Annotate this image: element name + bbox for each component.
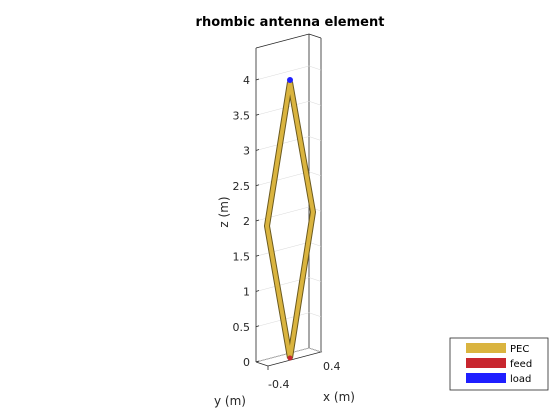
- z-tick-label: 3: [243, 145, 250, 158]
- z-tick-label: 0: [243, 356, 250, 369]
- pec-conductor-fill: [264, 81, 316, 359]
- z-tick-label: 3.5: [233, 109, 251, 122]
- legend-label-PEC: PEC: [510, 344, 529, 355]
- grid-line: [308, 171, 322, 177]
- grid-line: [255, 171, 310, 187]
- grid-line: [255, 241, 310, 257]
- legend-swatch-load: [466, 373, 506, 383]
- z-tick-mark: [255, 325, 260, 328]
- z-tick-label: 1: [243, 286, 250, 299]
- load-marker: [287, 77, 293, 83]
- figure-title: rhombic antenna element: [196, 15, 385, 30]
- z-tick-label: 1.5: [233, 250, 251, 263]
- z-tick-label: 4: [243, 74, 250, 87]
- z-tick-mark: [255, 149, 260, 151]
- grid-lines: [255, 65, 322, 363]
- grid-line: [308, 65, 322, 71]
- z-tick-label: 0.5: [233, 321, 251, 334]
- grid-line: [255, 347, 310, 363]
- z-axis-ticks: 0 0.5 1 1.5 2 2.5 3 3.5 4: [233, 74, 260, 369]
- legend-label-feed: feed: [510, 359, 532, 370]
- pec-conductor: [263, 81, 317, 359]
- z-tick-label: 2.5: [233, 180, 251, 193]
- z-tick-mark: [255, 254, 260, 257]
- z-tick-mark: [255, 360, 260, 363]
- z-axis-label: z (m): [217, 196, 231, 227]
- rhombic-antenna: [263, 77, 317, 361]
- x-axis-label: x (m): [323, 390, 355, 404]
- y-axis-tick: -0.4: [268, 378, 289, 391]
- z-tick-mark: [255, 219, 260, 222]
- grid-line: [308, 100, 322, 106]
- feed-marker: [287, 355, 293, 361]
- grid-line: [308, 347, 322, 353]
- legend-label-load: load: [510, 374, 531, 385]
- y-axis-label: y (m): [214, 394, 246, 408]
- legend-swatch-PEC: [466, 343, 506, 353]
- grid-line: [308, 312, 322, 318]
- z-tick-mark: [255, 290, 260, 292]
- legend: PEC feed load: [449, 337, 549, 391]
- z-tick-mark: [255, 113, 260, 116]
- grid-line: [255, 65, 310, 81]
- z-tick-mark: [255, 184, 260, 187]
- grid-line: [255, 100, 310, 116]
- x-axis-tick: 0.4: [323, 360, 341, 373]
- grid-line: [308, 277, 322, 282]
- legend-swatch-feed: [466, 358, 506, 368]
- grid-line: [308, 136, 322, 141]
- z-tick-mark: [255, 78, 260, 81]
- z-tick-label: 2: [243, 215, 250, 228]
- grid-line: [255, 206, 310, 222]
